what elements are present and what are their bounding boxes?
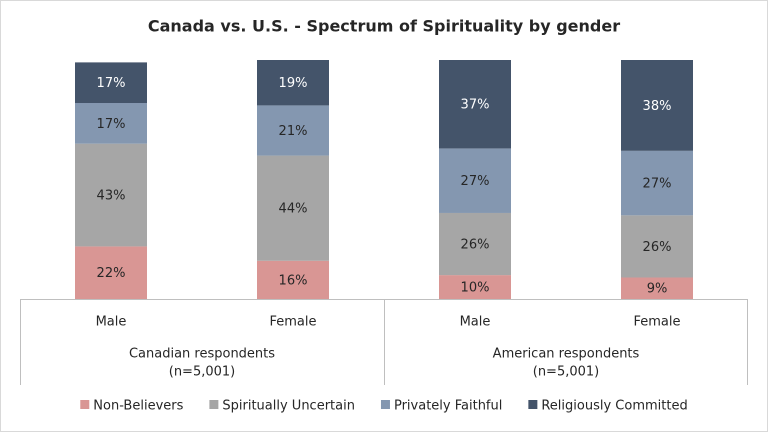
bar-segment bbox=[257, 260, 329, 299]
group-sample: (n=5,001) bbox=[169, 365, 236, 380]
bar-segment bbox=[439, 148, 511, 213]
bar-segment bbox=[257, 60, 329, 106]
data-label: 44% bbox=[279, 202, 308, 217]
legend-label: Privately Faithful bbox=[394, 399, 502, 414]
bar-segment bbox=[621, 277, 693, 299]
legend-swatch bbox=[80, 400, 90, 409]
x-tick-label: Male bbox=[460, 315, 491, 330]
group-label: Canadian respondents bbox=[129, 347, 275, 362]
group-sample: (n=5,001) bbox=[533, 365, 600, 380]
legend-label: Religiously Committed bbox=[541, 399, 687, 414]
chart-title: Canada vs. U.S. - Spectrum of Spirituali… bbox=[148, 17, 620, 36]
legend-swatch bbox=[528, 400, 538, 409]
data-label: 16% bbox=[279, 273, 308, 288]
legend-label: Spiritually Uncertain bbox=[222, 399, 355, 414]
data-label: 9% bbox=[647, 282, 668, 297]
bar-segment bbox=[439, 212, 511, 276]
x-tick-label: Female bbox=[269, 315, 316, 330]
data-label: 22% bbox=[97, 266, 126, 281]
bar-segment bbox=[257, 105, 329, 156]
data-label: 10% bbox=[461, 281, 490, 296]
bar-segment bbox=[75, 62, 147, 104]
data-label: 26% bbox=[461, 238, 490, 253]
bar-segment bbox=[439, 275, 511, 299]
legend-swatch bbox=[380, 400, 390, 409]
bar-segment bbox=[75, 143, 147, 247]
bar-segment bbox=[621, 150, 693, 216]
bar-segment bbox=[621, 60, 693, 151]
bar-segment bbox=[439, 60, 511, 149]
data-label: 27% bbox=[461, 174, 490, 189]
data-label: 17% bbox=[97, 117, 126, 132]
bar-segment bbox=[75, 103, 147, 144]
legend-label: Non-Believers bbox=[93, 399, 183, 414]
data-label: 43% bbox=[97, 189, 126, 204]
data-label: 27% bbox=[643, 177, 672, 192]
data-label: 17% bbox=[97, 76, 126, 91]
bar-segment bbox=[75, 246, 147, 299]
x-tick-label: Male bbox=[96, 315, 127, 330]
legend-swatch bbox=[209, 400, 219, 409]
bar-segment bbox=[257, 155, 329, 261]
data-label: 21% bbox=[279, 124, 308, 139]
data-label: 37% bbox=[461, 98, 490, 113]
bar-segment bbox=[621, 215, 693, 278]
group-label: American respondents bbox=[493, 347, 640, 362]
category-frame bbox=[20, 299, 748, 385]
data-label: 19% bbox=[279, 76, 308, 91]
data-label: 38% bbox=[643, 99, 672, 114]
data-label: 26% bbox=[643, 240, 672, 255]
x-tick-label: Female bbox=[633, 315, 680, 330]
